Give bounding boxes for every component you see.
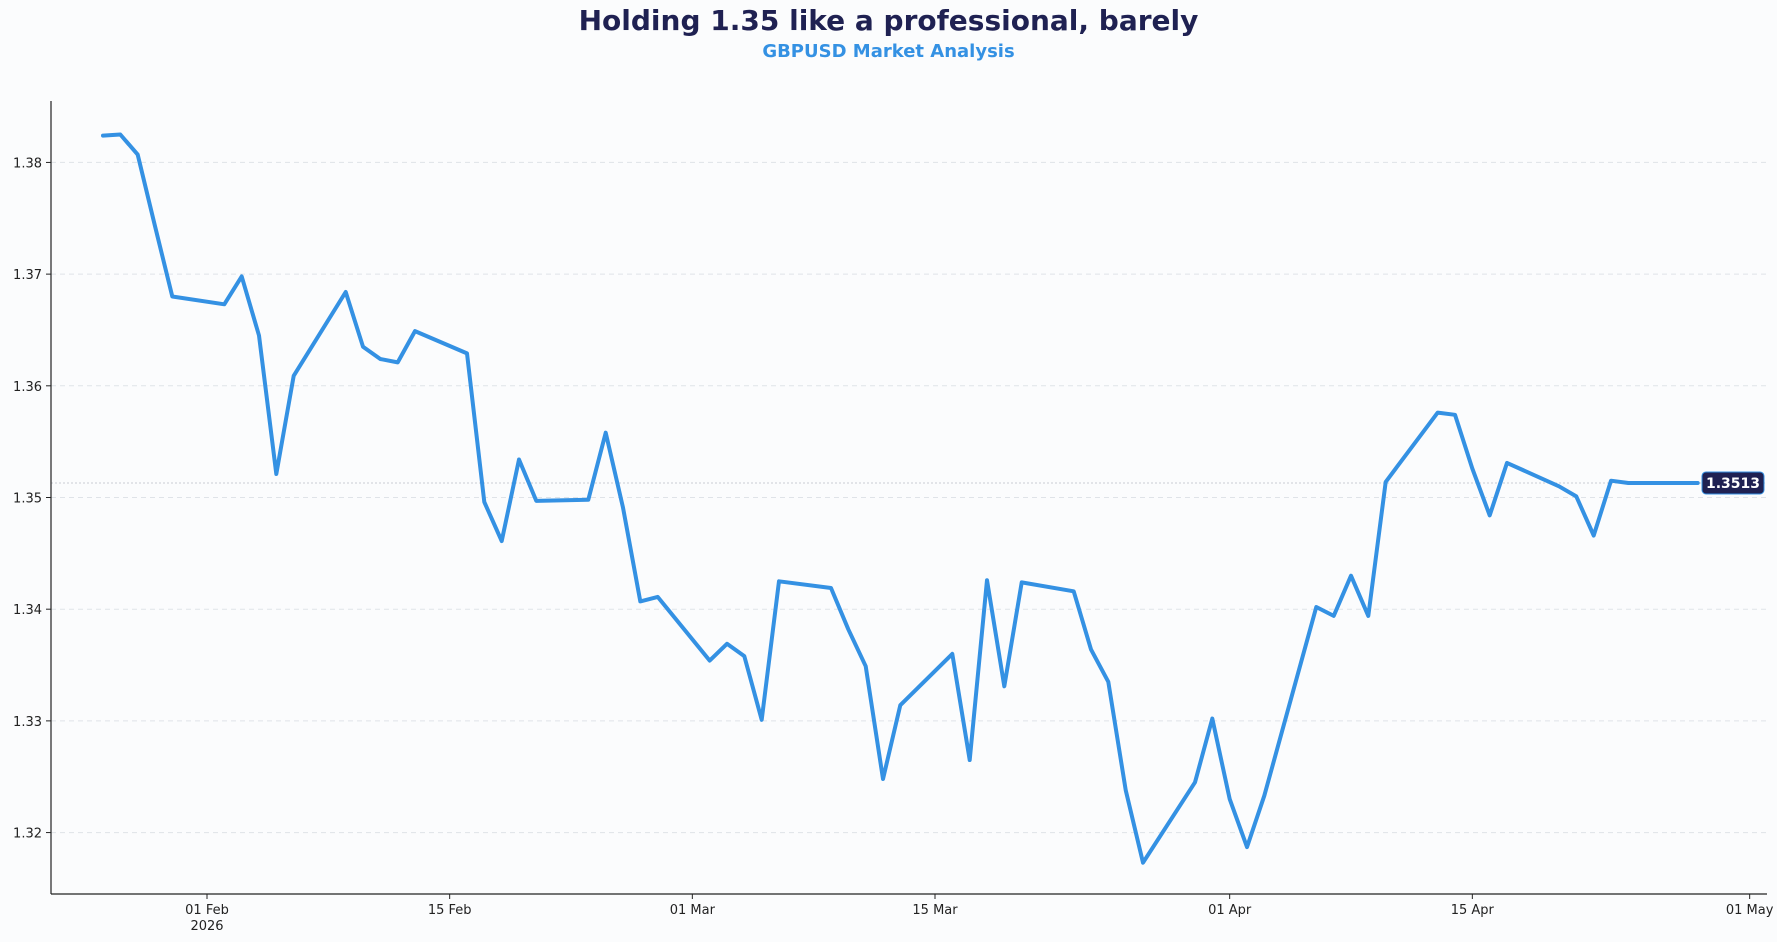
last-value-badge: 1.3513	[1701, 471, 1765, 495]
y-tick-label: 1.38	[13, 156, 42, 171]
y-tick-label: 1.36	[13, 380, 42, 395]
y-tick-label: 1.34	[13, 603, 42, 618]
series-layer	[101, 132, 1700, 865]
y-tick-label: 1.35	[13, 492, 42, 507]
gridlines	[51, 161, 1767, 834]
x-tick-label: 15 Mar	[912, 903, 958, 918]
chart-subtitle: GBPUSD Market Analysis	[762, 41, 1015, 62]
y-tick-label: 1.32	[13, 827, 42, 842]
last-value-label: 1.3513	[1706, 476, 1760, 492]
x-tick-label: 15 Feb	[428, 903, 472, 918]
y-tick-label: 1.33	[13, 715, 42, 730]
x-tick-label: 01 Feb	[185, 903, 229, 918]
x-tick-label: 15 Apr	[1451, 903, 1495, 918]
series-line-gbpusd	[101, 132, 1700, 865]
x-tick-label: 01 May	[1726, 903, 1774, 918]
chart-title: Holding 1.35 like a professional, barely	[578, 4, 1199, 37]
y-axis-ticks: 1.32 1.33 1.34 1.35 1.36 1.37 1.38	[13, 156, 51, 842]
last-value-badge-box	[1701, 471, 1765, 495]
x-tick-sublabel: 2026	[190, 919, 223, 934]
x-tick-label: 01 Apr	[1208, 903, 1252, 918]
x-tick-label: 01 Mar	[670, 903, 716, 918]
y-tick-label: 1.37	[13, 268, 42, 283]
